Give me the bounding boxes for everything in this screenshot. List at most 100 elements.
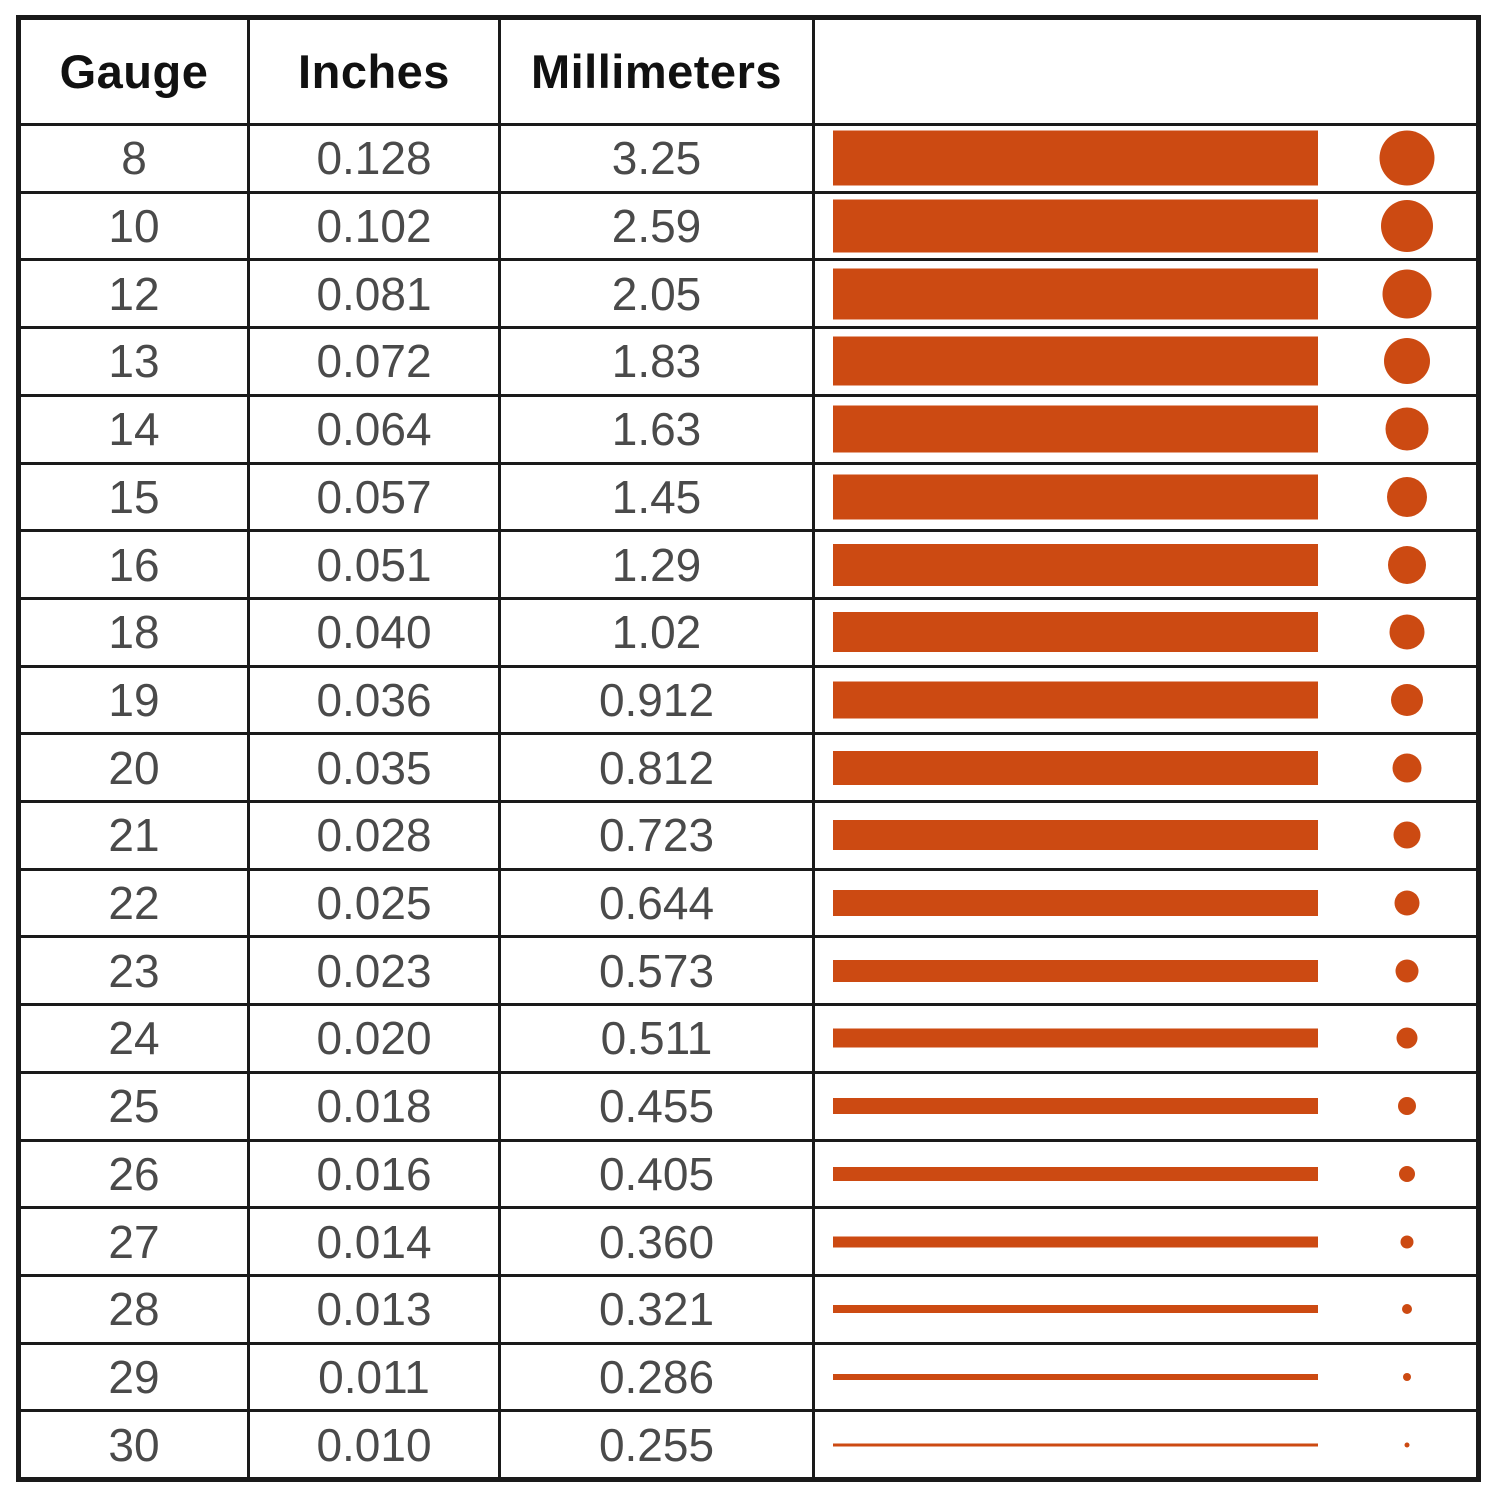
- gauge-column-header: Gauge: [21, 20, 250, 123]
- inches-value-text: 0.010: [316, 1418, 432, 1471]
- millimeters-value: 2.05: [501, 261, 815, 327]
- visual-column-header: [815, 20, 1476, 123]
- inches-value: 0.023: [250, 938, 501, 1004]
- wire-diameter-dot: [1384, 338, 1430, 385]
- table-row: 30 0.010 0.255: [21, 1409, 1476, 1478]
- inches-value-text: 0.016: [316, 1147, 432, 1200]
- gauge-value-text: 16: [108, 538, 160, 591]
- wire-visual-cell: [815, 397, 1476, 462]
- wire-diameter-dot: [1398, 1097, 1416, 1116]
- wire-visual-cell: [815, 1345, 1476, 1410]
- table-row: 15 0.057 1.45: [21, 461, 1476, 530]
- gauge-value: 26: [21, 1141, 250, 1207]
- wire-diameter-dot: [1400, 1235, 1414, 1249]
- wire-visual-cell: [815, 1277, 1476, 1342]
- wire-thickness-bar: [833, 1166, 1318, 1181]
- gauge-value-text: 29: [108, 1351, 160, 1403]
- wire-diameter-dot: [1382, 269, 1432, 319]
- wire-visual-cell: [815, 803, 1476, 868]
- inches-value-text: 0.013: [316, 1283, 432, 1336]
- wire-diameter-dot: [1389, 614, 1425, 650]
- table-row: 29 0.011 0.286: [21, 1341, 1476, 1410]
- millimeters-value-text: 0.455: [598, 1080, 715, 1133]
- inches-value-text: 0.040: [316, 606, 432, 659]
- millimeters-value: 0.286: [501, 1344, 815, 1410]
- millimeters-value: 0.511: [501, 1006, 815, 1071]
- inches-value: 0.081: [250, 261, 501, 327]
- millimeters-value-text: 0.360: [598, 1215, 715, 1268]
- table-row: 26 0.016 0.405: [21, 1138, 1476, 1207]
- wire-visual-cell: [815, 1006, 1476, 1071]
- millimeters-value-text: 0.644: [598, 877, 715, 930]
- inches-value-text: 0.011: [318, 1351, 430, 1403]
- wire-thickness-bar: [833, 750, 1318, 785]
- wire-diameter-dot: [1393, 821, 1421, 849]
- table-row: 10 0.102 2.59: [21, 190, 1476, 259]
- inches-value-text: 0.025: [316, 877, 432, 930]
- millimeters-value-text: 1.63: [611, 403, 702, 456]
- gauge-value: 29: [21, 1344, 250, 1410]
- table-row: 24 0.020 0.511: [21, 1003, 1476, 1071]
- inches-value-text: 0.072: [316, 335, 432, 388]
- inches-value: 0.028: [250, 803, 501, 868]
- gauge-value-text: 28: [108, 1283, 160, 1336]
- inches-value: 0.025: [250, 870, 501, 936]
- wire-visual-cell: [815, 1412, 1476, 1477]
- inches-value-text: 0.014: [316, 1215, 432, 1268]
- millimeters-value-text: 0.511: [600, 1012, 713, 1065]
- wire-diameter-dot: [1395, 959, 1419, 983]
- table-row: 14 0.064 1.63: [21, 393, 1476, 462]
- millimeters-value: 0.912: [501, 667, 815, 733]
- table-row: 8 0.128 3.25: [21, 123, 1476, 191]
- inches-value-text: 0.020: [316, 1012, 432, 1065]
- inches-value: 0.102: [250, 193, 501, 259]
- wire-thickness-bar: [833, 1443, 1318, 1447]
- inches-value: 0.128: [250, 126, 501, 191]
- wire-diameter-dot: [1392, 753, 1422, 783]
- wire-diameter-dot: [1379, 130, 1435, 186]
- wire-visual-cell: [815, 126, 1476, 191]
- table-row: 19 0.036 0.912: [21, 664, 1476, 733]
- wire-diameter-dot: [1403, 1373, 1411, 1381]
- millimeters-value-text: 0.321: [598, 1283, 715, 1336]
- wire-thickness-bar: [833, 1098, 1318, 1115]
- table-row: 27 0.014 0.360: [21, 1206, 1476, 1274]
- gauge-value-text: 20: [108, 741, 160, 794]
- wire-diameter-dot: [1402, 1304, 1412, 1315]
- gauge-value: 23: [21, 938, 250, 1004]
- inches-value: 0.016: [250, 1141, 501, 1207]
- millimeters-value-text: 0.723: [598, 809, 715, 862]
- millimeters-value: 1.63: [501, 396, 815, 462]
- inches-value: 0.020: [250, 1006, 501, 1071]
- table-row: 23 0.023 0.573: [21, 935, 1476, 1004]
- millimeters-value-text: 2.05: [611, 267, 702, 320]
- gauge-value-text: 26: [108, 1147, 160, 1200]
- inches-value: 0.064: [250, 396, 501, 462]
- millimeters-value: 0.405: [501, 1141, 815, 1207]
- table-row: 16 0.051 1.29: [21, 529, 1476, 597]
- inches-value-text: 0.128: [316, 132, 432, 185]
- table-row: 25 0.018 0.455: [21, 1070, 1476, 1139]
- inches-value-text: 0.028: [316, 809, 432, 862]
- gauge-value-text: 14: [108, 403, 160, 456]
- millimeters-value-text: 1.83: [611, 335, 702, 388]
- wire-visual-cell: [815, 668, 1476, 733]
- table-row: 21 0.028 0.723: [21, 800, 1476, 868]
- inches-value-text: 0.018: [316, 1080, 432, 1133]
- wire-diameter-dot: [1404, 1442, 1410, 1448]
- millimeters-value-text: 0.573: [598, 944, 715, 997]
- wire-visual-cell: [815, 194, 1476, 259]
- wire-thickness-bar: [833, 1305, 1318, 1314]
- wire-visual-cell: [815, 871, 1476, 936]
- wire-visual-cell: [815, 329, 1476, 394]
- gauge-value: 13: [21, 329, 250, 394]
- gauge-value-text: 13: [108, 335, 160, 388]
- gauge-value: 20: [21, 735, 250, 801]
- wire-visual-cell: [815, 465, 1476, 530]
- table-row: 12 0.081 2.05: [21, 258, 1476, 327]
- millimeters-value: 1.45: [501, 464, 815, 530]
- wire-thickness-bar: [833, 405, 1318, 453]
- wire-thickness-bar: [833, 681, 1318, 719]
- gauge-table: Gauge Inches Millimeters 8 0.128 3.25 10 0.1…: [16, 15, 1481, 1482]
